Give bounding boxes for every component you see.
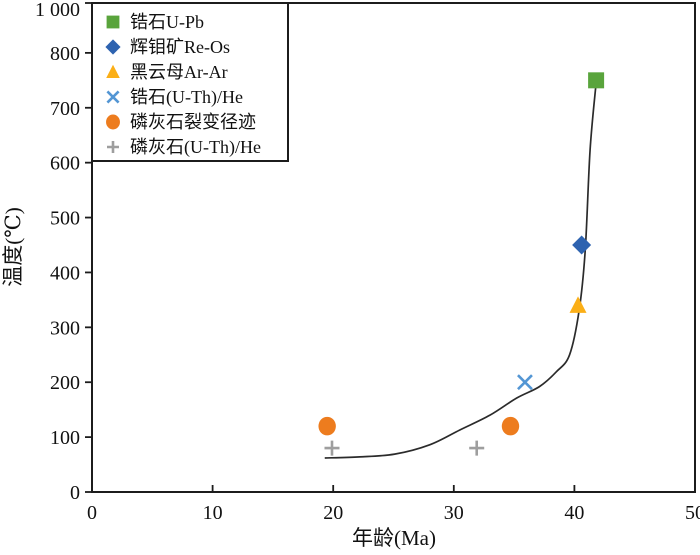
marker-plus bbox=[324, 440, 340, 456]
x-tick-label: 0 bbox=[87, 502, 97, 524]
marker-circle bbox=[501, 416, 520, 436]
legend-item-biotite-ar-ar: 黑云母Ar-Ar bbox=[103, 59, 287, 84]
axis-ticks bbox=[85, 2, 696, 493]
marker-square bbox=[106, 15, 120, 28]
y-tick-label: 500 bbox=[50, 208, 80, 230]
y-tick-label: 700 bbox=[50, 98, 80, 120]
y-axis-title: 温度(℃) bbox=[1, 207, 25, 286]
x-marker-icon bbox=[106, 89, 120, 104]
y-tick-label: 100 bbox=[50, 427, 80, 449]
legend-label: 锆石(U-Th)/He bbox=[130, 86, 243, 107]
triangle-marker-icon bbox=[106, 64, 120, 78]
y-tick-label: 200 bbox=[50, 372, 80, 394]
marker-plus bbox=[107, 140, 119, 153]
y-tick-label: 400 bbox=[50, 262, 80, 284]
marker-circle bbox=[106, 114, 120, 129]
legend-item-zircon-u-pb: 锆石U-Pb bbox=[103, 9, 287, 34]
data-point-markers bbox=[318, 72, 605, 456]
marker-diamond bbox=[572, 235, 592, 255]
y-tick-label: 600 bbox=[50, 153, 80, 175]
x-axis-title: 年龄(Ma) bbox=[352, 526, 436, 550]
marker-diamond bbox=[105, 38, 121, 55]
legend-label: 锆石U-Pb bbox=[130, 11, 205, 32]
legend-label: 磷灰石(U-Th)/He bbox=[130, 136, 261, 157]
plot-border bbox=[91, 2, 696, 493]
square-marker-icon bbox=[106, 15, 120, 28]
marker-x bbox=[517, 374, 533, 391]
y-tick-label: 0 bbox=[70, 482, 80, 504]
plot-frame bbox=[91, 2, 696, 493]
marker-plus bbox=[469, 440, 485, 456]
plus-marker-icon bbox=[107, 140, 119, 153]
y-tick-label: 800 bbox=[50, 43, 80, 65]
y-tick-label: 300 bbox=[50, 317, 80, 339]
x-tick-label: 10 bbox=[203, 502, 223, 524]
legend-label: 黑云母Ar-Ar bbox=[130, 61, 228, 82]
legend-item-molybdenite-re-os: 辉钼矿Re-Os bbox=[103, 34, 287, 59]
x-tick-label: 40 bbox=[564, 502, 584, 524]
marker-square bbox=[588, 72, 605, 89]
legend-item-zircon-u-th-he: 锆石(U-Th)/He bbox=[103, 84, 287, 109]
marker-triangle bbox=[106, 64, 120, 78]
legend-item-apatite-fission-track: 磷灰石裂变径迹 bbox=[103, 109, 287, 134]
legend-label: 辉钼矿Re-Os bbox=[130, 36, 230, 57]
legend-item-apatite-u-th-he: 磷灰石(U-Th)/He bbox=[103, 134, 287, 159]
diamond-marker-icon bbox=[105, 38, 121, 55]
y-tick-label: 1 000 bbox=[35, 0, 80, 21]
cooling-curve-line bbox=[324, 82, 597, 459]
circle-marker-icon bbox=[106, 114, 120, 129]
marker-triangle bbox=[569, 296, 587, 313]
x-tick-label: 50 bbox=[685, 502, 700, 524]
x-tick-label: 20 bbox=[323, 502, 343, 524]
x-tick-label: 30 bbox=[444, 502, 464, 524]
marker-x bbox=[106, 89, 120, 104]
legend-label: 磷灰石裂变径迹 bbox=[130, 111, 256, 132]
marker-circle bbox=[318, 416, 336, 436]
legend: 锆石U-Pb 辉钼矿Re-Os 黑云母Ar-Ar 锆石(U-Th)/He 磷灰石… bbox=[91, 2, 289, 162]
